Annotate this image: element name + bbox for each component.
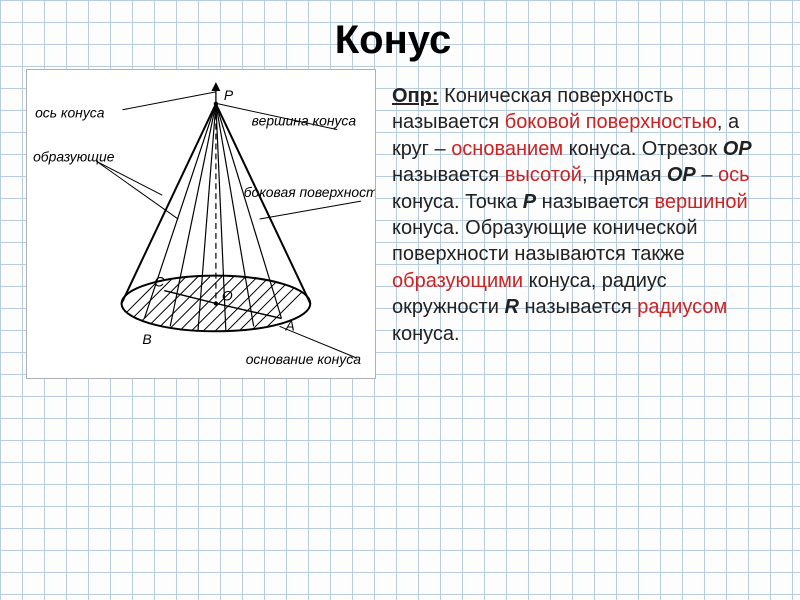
- two-column-layout: ось конуса образующие вершина конуса бок…: [26, 69, 760, 379]
- label-generators: образующие: [33, 148, 115, 164]
- cone-diagram: ось конуса образующие вершина конуса бок…: [26, 69, 376, 379]
- label-base: основание конуса: [246, 351, 361, 367]
- point-P: P: [224, 87, 234, 103]
- label-lateral: боковая поверхность: [244, 184, 375, 200]
- point-A: A: [284, 317, 294, 333]
- def-label: Опр:: [392, 85, 439, 107]
- point-C: C: [154, 274, 165, 290]
- label-axis: ось конуса: [35, 105, 105, 121]
- point-O: O: [222, 288, 233, 304]
- cone-svg: ось конуса образующие вершина конуса бок…: [27, 70, 375, 378]
- definition-text: Опр: Коническая поверхность называется б…: [392, 69, 760, 379]
- page-title: Конус: [26, 18, 760, 63]
- label-apex: вершина конуса: [252, 113, 357, 129]
- point-B: B: [142, 331, 151, 347]
- slide-content: Конус: [0, 0, 800, 379]
- definition-paragraph: Опр: Коническая поверхность называется б…: [392, 83, 760, 347]
